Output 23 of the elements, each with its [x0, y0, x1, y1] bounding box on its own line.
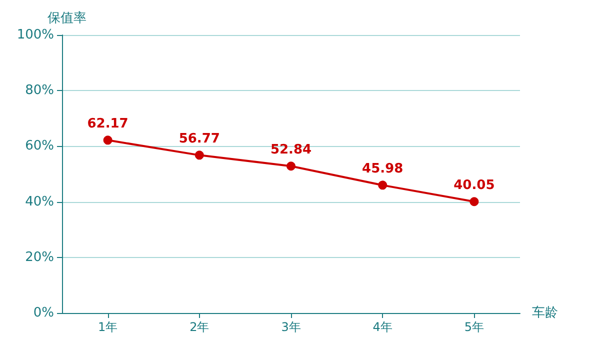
data-label: 56.77 — [178, 132, 220, 147]
data-label: 52.84 — [270, 142, 312, 158]
point — [378, 180, 388, 190]
y-tick-label: 0% — [33, 306, 54, 320]
data-label: 45.98 — [362, 162, 404, 177]
x-tick-label: 5年 — [464, 320, 484, 334]
point — [470, 197, 479, 206]
y-tick-label: 20% — [25, 250, 54, 265]
x-tick-label: 4年 — [372, 320, 392, 334]
x-tick-label: 2年 — [190, 320, 210, 334]
y-tick-label: 100% — [16, 28, 54, 42]
x-tick-label: 3年 — [281, 320, 301, 334]
data-label: 40.05 — [454, 178, 495, 194]
y-axis-title: 保值率 — [48, 10, 86, 26]
y-tick-label: 60% — [25, 138, 54, 154]
x-tick-label: 1年 — [98, 320, 118, 334]
point — [194, 150, 204, 160]
x-axis-title: 车龄 — [532, 306, 558, 320]
y-tick-label: 80% — [25, 83, 54, 98]
point — [103, 136, 112, 145]
data-label: 62.17 — [87, 116, 128, 132]
y-tick-label: 40% — [25, 194, 54, 210]
point — [286, 162, 296, 171]
